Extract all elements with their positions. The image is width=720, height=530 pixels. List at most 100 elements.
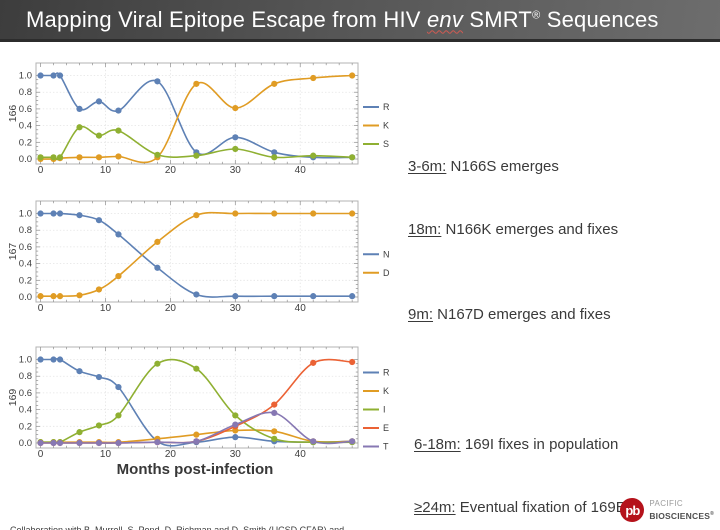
y-tick-label: 0.2: [19, 421, 32, 432]
title-bar: Mapping Viral Epitope Escape from HIV en…: [0, 0, 720, 42]
legend-label-R: R: [383, 102, 390, 112]
title-part-2: SMRT: [463, 6, 533, 32]
data-point-T: [115, 439, 122, 447]
title-env-word: env: [426, 6, 464, 32]
data-point-R: [50, 72, 57, 79]
y-tick-label: 0.2: [19, 137, 32, 148]
data-point-R: [271, 149, 278, 156]
data-point-K: [349, 72, 356, 79]
annotation-169: 6-18m: 169I fixes in population ≥24m: Ev…: [414, 392, 626, 530]
annotation-line: 6-18m: 169I fixes in population: [414, 434, 626, 455]
legend-label-R: R: [383, 368, 390, 378]
data-point-N: [349, 293, 356, 300]
data-point-R: [50, 356, 57, 363]
data-point-K: [271, 80, 278, 87]
data-point-D: [95, 286, 103, 293]
data-point-R: [56, 356, 64, 363]
data-point-K: [76, 154, 83, 161]
x-tick-label: 20: [165, 449, 177, 460]
legend-label-N: N: [383, 249, 390, 259]
data-point-R: [95, 98, 103, 105]
data-point-D: [154, 238, 161, 246]
y-tick-label: 0.6: [19, 104, 32, 115]
x-tick-label: 20: [165, 165, 177, 176]
annotation-text: 169I fixes in population: [460, 436, 619, 453]
data-point-K: [115, 153, 122, 160]
data-point-E: [310, 359, 317, 366]
y-tick-label: 0.4: [19, 405, 32, 416]
annotation-time-prefix: 3-6m:: [408, 158, 447, 175]
data-point-S: [76, 124, 83, 131]
data-point-T: [37, 439, 44, 447]
y-tick-label: 0.6: [19, 242, 32, 253]
x-tick-label: 10: [100, 303, 112, 314]
x-tick-label: 10: [100, 449, 112, 460]
chart-position-166: 0 10 20 30 40 0.0 0.2 0.4 0.6 0.8 1.0 166 RKS: [7, 62, 390, 176]
data-point-S: [50, 154, 57, 161]
row-label: 169: [7, 389, 19, 407]
logo-name-top: PACIFIC: [649, 499, 684, 509]
data-point-R: [76, 105, 83, 113]
data-point-N: [310, 293, 317, 300]
annotation-line: 18m: N166K emerges and fixes: [408, 219, 618, 240]
data-point-I: [76, 429, 83, 436]
slide-title: Mapping Viral Epitope Escape from HIV en…: [0, 7, 659, 33]
data-point-D: [37, 293, 44, 300]
plot-frame: [35, 346, 359, 449]
data-point-T: [349, 438, 356, 445]
plot-frame: [35, 200, 359, 303]
data-point-S: [95, 132, 103, 139]
y-tick-label: 0.0: [19, 292, 32, 303]
data-point-D: [193, 212, 200, 219]
data-point-S: [349, 154, 356, 161]
chart-position-167: 0 10 20 30 40 0.0 0.2 0.4 0.6 0.8 1.0 167 ND: [7, 200, 390, 314]
y-tick-label: 0.4: [19, 259, 32, 270]
data-point-S: [154, 151, 161, 158]
data-point-T: [95, 439, 103, 447]
data-point-S: [232, 145, 239, 153]
data-point-K: [193, 431, 200, 438]
data-point-N: [193, 291, 200, 298]
data-point-N: [271, 293, 278, 300]
data-point-T: [50, 439, 57, 447]
data-point-D: [76, 292, 83, 299]
data-point-K: [310, 74, 317, 82]
data-point-T: [193, 438, 200, 445]
data-point-I: [193, 365, 200, 372]
data-point-R: [115, 383, 122, 391]
annotation-line: ≥24m: Eventual fixation of 169E: [414, 497, 626, 518]
series-line-I: [40, 358, 353, 444]
data-point-N: [50, 210, 57, 217]
data-point-S: [310, 152, 317, 159]
legend-166: RKS: [363, 102, 390, 149]
legend-label-S: S: [383, 139, 389, 149]
data-point-R: [56, 72, 64, 79]
footer-line-1: Collaboration with B. Murrell, S. Pond, …: [10, 525, 345, 530]
data-point-S: [115, 127, 122, 134]
logo-name-bottom: BIOSCIENCES®: [649, 510, 714, 521]
data-point-K: [95, 154, 103, 161]
x-tick-label: 30: [230, 303, 242, 314]
data-point-K: [193, 80, 200, 87]
data-point-T: [154, 439, 161, 446]
data-point-N: [95, 217, 103, 224]
data-point-D: [271, 210, 278, 217]
data-point-I: [95, 422, 103, 429]
data-point-T: [232, 421, 239, 428]
x-tick-label: 40: [295, 303, 307, 314]
data-point-N: [115, 231, 122, 238]
footer-credits: Collaboration with B. Murrell, S. Pond, …: [10, 499, 379, 530]
y-tick-label: 1.0: [19, 71, 32, 82]
data-point-K: [232, 104, 239, 112]
annotation-166: 3-6m: N166S emerges 18m: N166K emerges a…: [408, 114, 618, 282]
data-point-D: [232, 210, 239, 217]
annotation-time-prefix: 6-18m:: [414, 436, 461, 453]
legend-167: ND: [363, 249, 390, 278]
x-tick-label: 40: [295, 449, 307, 460]
series-line-N: [40, 212, 353, 298]
data-point-T: [271, 409, 278, 417]
series-line-E: [40, 358, 353, 444]
data-point-S: [271, 154, 278, 161]
data-point-R: [76, 368, 83, 375]
